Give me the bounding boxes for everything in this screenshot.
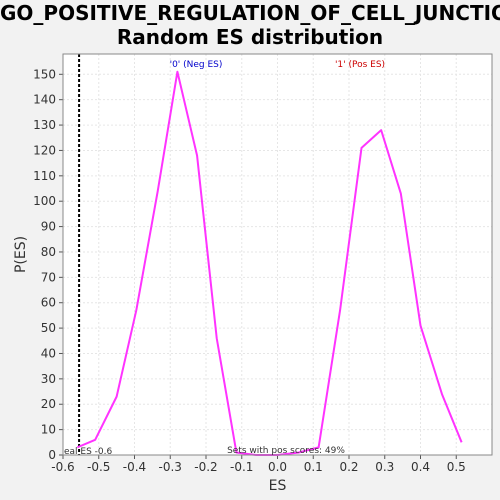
y-tick-label: 80 — [41, 245, 56, 259]
y-axis-label: P(ES) — [13, 236, 29, 273]
y-tick-label: 20 — [41, 397, 56, 411]
x-tick-label: 0.3 — [375, 460, 394, 474]
chart-title: GO_POSITIVE_REGULATION_OF_CELL_JUNCTION_… — [0, 1, 500, 49]
pos-es-label: '1' (Pos ES) — [335, 60, 385, 70]
y-tick-label: 40 — [41, 346, 56, 360]
y-tick-label: 130 — [33, 118, 56, 132]
y-tick-label: 50 — [41, 321, 56, 335]
x-tick-label: 0.1 — [304, 460, 323, 474]
y-tick-label: 60 — [41, 296, 56, 310]
x-tick-label: -0.5 — [87, 460, 110, 474]
x-tick-label: 0.4 — [411, 460, 430, 474]
y-tick-label: 100 — [33, 194, 56, 208]
y-tick-label: 120 — [33, 143, 56, 157]
plot-frame — [62, 53, 493, 456]
x-axis-label: ES — [269, 478, 287, 494]
x-tick-label: 0.0 — [268, 460, 287, 474]
real-es-label: eal ES -0.6 — [64, 447, 113, 457]
x-tick-label: -0.1 — [230, 460, 253, 474]
y-tick-label: 90 — [41, 220, 56, 234]
y-tick-label: 150 — [33, 67, 56, 81]
x-tick-label: -0.2 — [194, 460, 217, 474]
x-axis-ticks: -0.6 -0.5 -0.4 -0.3 -0.2 -0.1 0.0 0.1 0.2 0.3 0.4 0… — [51, 455, 466, 474]
y-tick-label: 70 — [41, 270, 56, 284]
x-tick-label: 0.2 — [339, 460, 358, 474]
y-tick-label: 10 — [41, 423, 56, 437]
y-tick-label: 110 — [33, 169, 56, 183]
x-tick-label: 0.5 — [447, 460, 466, 474]
x-tick-label: -0.4 — [123, 460, 146, 474]
sets-pos-label: Sets with pos scores: 49% — [227, 446, 345, 456]
x-tick-label: -0.6 — [51, 460, 74, 474]
y-tick-label: 30 — [41, 372, 56, 386]
y-tick-label: 140 — [33, 93, 56, 107]
grid — [62, 54, 492, 456]
x-tick-label: -0.3 — [159, 460, 182, 474]
y-tick-label: 0 — [48, 448, 56, 462]
neg-es-label: '0' (Neg ES) — [170, 60, 223, 70]
y-axis-ticks: 0 10 20 30 40 50 60 70 80 90 100 110 120 130 140 150 — [33, 67, 63, 462]
